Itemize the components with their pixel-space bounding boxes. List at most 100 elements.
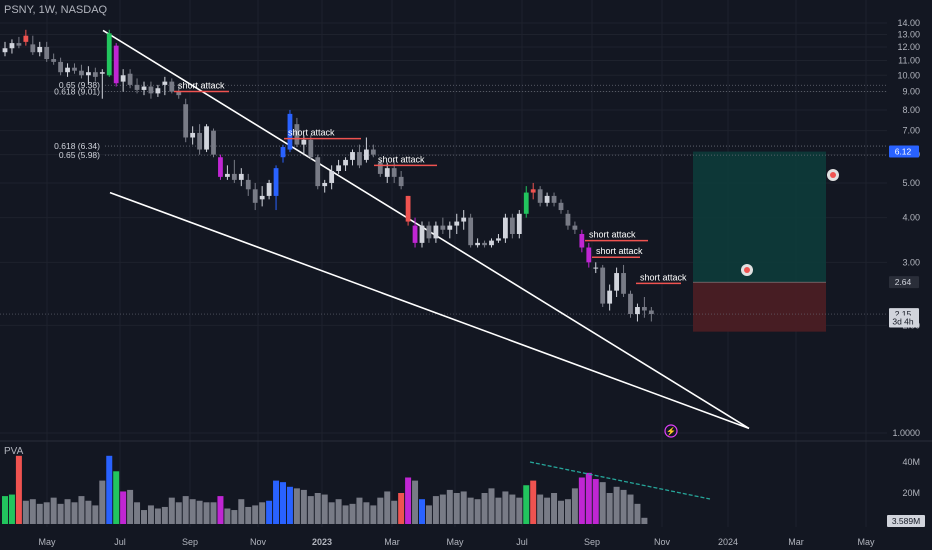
upper-trendline [102, 29, 750, 430]
volume-bar [168, 497, 175, 524]
candle-body [148, 86, 154, 94]
x-tick-label: Jul [516, 537, 528, 547]
volume-bar [551, 493, 558, 524]
y-tick-label: 7.00 [902, 126, 920, 136]
x-tick-label: Nov [654, 537, 671, 547]
price-label: 2.64 [895, 277, 912, 287]
price-label: 3d 4h [892, 316, 914, 326]
candle-body [273, 168, 279, 196]
candle-body [252, 189, 258, 203]
candle-body [266, 182, 272, 196]
volume-bar [321, 494, 328, 524]
volume-bar [238, 499, 245, 524]
volume-bar [599, 482, 606, 524]
volume-bar [43, 502, 50, 524]
candle-body [503, 217, 508, 239]
candle-body [37, 46, 43, 53]
y-tick-label: 10.00 [897, 70, 920, 80]
candle-body [259, 195, 265, 200]
candle-body [357, 152, 362, 166]
volume-bar [71, 502, 78, 524]
volume-tick-label: 20M [902, 488, 920, 498]
volume-bar [189, 499, 196, 524]
candle-body [197, 132, 202, 150]
volume-bar [196, 500, 203, 524]
volume-bar [78, 496, 85, 524]
candle-body [350, 152, 355, 160]
price-label: 2.15 [895, 309, 912, 319]
x-tick-label: Jul [114, 537, 126, 547]
volume-bar [99, 480, 106, 524]
volume-trendline [529, 461, 711, 500]
candle-body [322, 182, 328, 187]
volume-bar [446, 489, 453, 524]
candle-body [58, 61, 63, 73]
x-tick-label: Nov [250, 537, 267, 547]
candle-body [211, 130, 216, 155]
volume-bar [627, 494, 634, 524]
candle-body [475, 242, 480, 246]
volume-bar [22, 500, 29, 524]
volume-bar [384, 491, 391, 524]
candle-body [398, 176, 404, 187]
volume-bar [314, 493, 321, 524]
candle-body [231, 173, 237, 180]
candle-body [113, 45, 119, 84]
volume-bar [564, 499, 571, 524]
candle-body [447, 225, 453, 230]
short-attack-label: short attack [288, 128, 335, 138]
candle-body [225, 173, 230, 177]
fib-level-label: 0.618 (9.01) [54, 86, 100, 96]
volume-bar [154, 508, 161, 524]
volume-bar [425, 505, 432, 524]
candle-body [218, 157, 223, 177]
candle-body [9, 43, 15, 49]
fib-level-label: 0.65 (9.38) [59, 80, 100, 90]
volume-bar [509, 494, 516, 524]
short-attack-label: short attack [640, 272, 687, 282]
volume-bar [141, 510, 147, 524]
candle-body [134, 84, 140, 90]
candle-body [238, 173, 244, 180]
candle-body [343, 159, 348, 166]
y-tick-label: 5.00 [902, 178, 920, 188]
volume-bar [398, 493, 405, 524]
volume-bar [273, 480, 280, 524]
volume-bar [516, 497, 523, 524]
loss-zone [693, 282, 826, 332]
volume-bar [224, 508, 231, 524]
candle-body [190, 132, 196, 138]
y-tick-label: 14.00 [897, 18, 920, 28]
y-tick-label: 12.00 [897, 42, 920, 52]
x-tick-label: Sep [182, 537, 198, 547]
short-attack-label: short attack [178, 80, 225, 90]
volume-bar [439, 494, 446, 524]
candle-body [23, 35, 29, 42]
x-tick-label: Mar [788, 537, 804, 547]
x-tick-label: 2023 [312, 537, 332, 547]
short-attack-label: short attack [596, 246, 643, 256]
candle-body [99, 72, 105, 74]
target-marker-icon [744, 267, 750, 273]
volume-bar [217, 496, 224, 524]
volume-bar [328, 502, 335, 524]
x-tick-label: Mar [384, 537, 400, 547]
candle-body [329, 171, 335, 183]
volume-bar [405, 477, 412, 524]
volume-bar [106, 455, 113, 524]
candle-body [106, 33, 112, 76]
volume-bar [203, 502, 210, 524]
volume-bar [488, 488, 495, 524]
candle-body [496, 238, 501, 241]
candle-body [454, 221, 460, 226]
volume-last-label: 3.589M [892, 516, 920, 526]
candle-body [65, 67, 70, 73]
candle-body [79, 70, 84, 76]
candle-body [586, 247, 592, 263]
candle-body [176, 91, 182, 96]
volume-bar [530, 480, 537, 524]
volume-bar [147, 505, 154, 524]
volume-bar [453, 493, 460, 524]
candle-body [204, 126, 209, 150]
